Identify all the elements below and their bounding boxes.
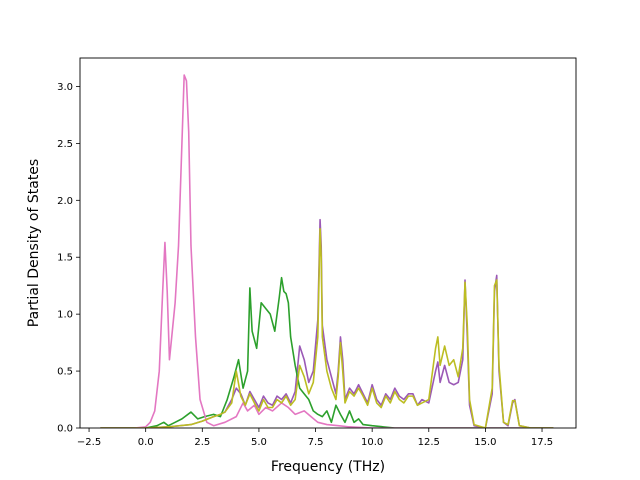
x-tick-label: 0.0	[138, 437, 154, 448]
series-line-3	[100, 74, 554, 428]
x-tick-label: −2.5	[77, 437, 101, 448]
axes-frame	[79, 57, 577, 429]
y-tick-label: 2.5	[57, 139, 73, 150]
x-axis-label: Frequency (THz)	[271, 459, 385, 475]
y-tick-label: 1.5	[57, 253, 73, 264]
x-tick-label: 15.0	[474, 437, 496, 448]
y-tick-label: 0.5	[57, 367, 73, 378]
x-tick-label: 7.5	[308, 437, 324, 448]
series-line-2	[100, 276, 554, 428]
y-tick-label: 2.0	[57, 196, 73, 207]
x-tick-label: 2.5	[194, 437, 210, 448]
y-tick-label: 3.0	[57, 82, 73, 93]
y-tick-label: 0.0	[57, 424, 73, 435]
x-tick-label: 10.0	[361, 437, 383, 448]
plot-area	[100, 74, 554, 428]
y-tick-label: 1.0	[57, 310, 73, 321]
series-line-4	[100, 227, 554, 428]
x-tick-label: 12.5	[418, 437, 440, 448]
x-tick-label: 5.0	[251, 437, 267, 448]
x-axis: −2.5 0.0 2.5 5.0 7.5 10.0 12.5 15.0 17.5	[77, 428, 553, 448]
y-axis-label: Partial Density of States	[26, 159, 42, 327]
x-tick-label: 17.5	[531, 437, 553, 448]
y-axis: 0.0 0.5 1.0 1.5 2.0 2.5 3.0	[57, 82, 80, 435]
